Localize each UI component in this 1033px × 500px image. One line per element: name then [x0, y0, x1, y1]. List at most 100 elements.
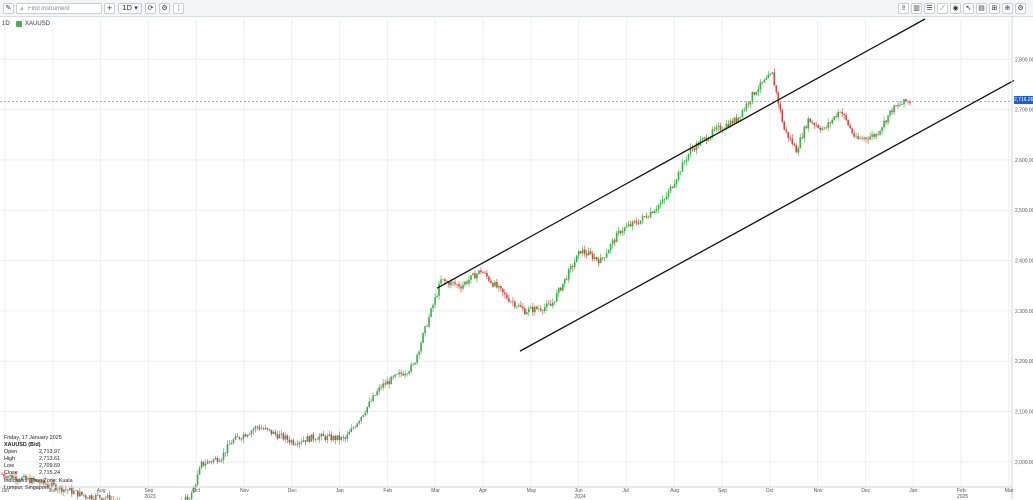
candle-up [494, 282, 496, 287]
candle-up [855, 136, 857, 137]
candle-up [316, 439, 319, 441]
chart-symbol[interactable]: XAUUSD [25, 21, 51, 27]
list-icon[interactable]: ☰ [924, 3, 935, 14]
candle-up [528, 308, 530, 313]
draw-line-icon[interactable]: ⟋ [937, 3, 948, 14]
refresh-icon[interactable]: ⟳ [145, 3, 156, 14]
candle-up [416, 354, 418, 363]
candle-down [783, 121, 786, 130]
candle-down [240, 438, 243, 440]
zoom-icon[interactable]: ⊕ [1002, 3, 1013, 14]
candle-down [579, 251, 582, 254]
candle-up [358, 420, 361, 424]
candle-up [879, 130, 881, 135]
candle-up [228, 444, 231, 445]
candle-down [91, 495, 93, 500]
y-tick-label: 2,000.00 [1015, 460, 1033, 466]
channel-lower-line [519, 79, 1015, 352]
candle-down [500, 286, 502, 289]
search-box[interactable]: ⌕ [16, 3, 102, 14]
candle-down [286, 435, 289, 440]
candle-up [631, 221, 634, 227]
candle-down [61, 486, 63, 492]
timeframe-select[interactable]: 1D ▾ [118, 3, 142, 14]
candle-down [208, 461, 211, 462]
candle-up [703, 137, 706, 139]
y-tick-label: 2,600.00 [1015, 158, 1033, 164]
candle-up [188, 498, 191, 500]
candle-down [805, 126, 808, 129]
candle-up [567, 269, 570, 280]
candle-up [557, 287, 560, 293]
candle-up [57, 489, 59, 491]
candle-down [466, 281, 468, 284]
share-icon[interactable]: ⇪ [898, 3, 909, 14]
candle-up [438, 283, 440, 296]
more-icon[interactable]: ⋮ [173, 3, 184, 14]
candle-down [779, 103, 782, 110]
candle-up [218, 461, 221, 462]
candle-up [577, 251, 580, 256]
candle-down [262, 428, 265, 430]
candle-up [555, 292, 558, 302]
candle-up [336, 435, 339, 441]
settings-icon[interactable]: ⚙ [159, 3, 170, 14]
candle-down [595, 257, 598, 260]
candle-down [400, 372, 402, 374]
candle-down [645, 216, 648, 218]
candle-down [296, 444, 299, 445]
candle-up [352, 427, 355, 429]
pencil-icon[interactable]: ✎ [3, 3, 14, 14]
candle-down [338, 435, 341, 440]
candle-up [745, 103, 748, 110]
year-label: 2024 [575, 494, 586, 500]
cursor-icon[interactable]: ↖ [963, 3, 974, 14]
candle-down [841, 112, 843, 114]
candle-up [432, 305, 434, 309]
candle-up [526, 312, 528, 315]
candle-up [220, 459, 223, 462]
candle-up [741, 110, 744, 117]
candle-up [679, 171, 682, 173]
y-tick-label: 2,400.00 [1015, 259, 1033, 265]
add-icon[interactable]: + [104, 3, 115, 14]
layout-icon[interactable]: ▥ [911, 3, 922, 14]
candle-down [753, 92, 756, 95]
candle-up [102, 498, 105, 500]
candle-up [803, 126, 806, 139]
search-input[interactable] [28, 4, 100, 13]
candle-down [65, 489, 67, 490]
candle-down [522, 306, 524, 309]
indicator-icon[interactable]: ⊞ [989, 3, 1000, 14]
chart-timeframe: 1D [2, 21, 10, 27]
candle-down [474, 273, 476, 279]
candle-up [739, 116, 742, 118]
candle-up [621, 231, 624, 233]
candle-down [480, 270, 482, 273]
x-tick-label: Sep [144, 488, 153, 494]
candle-up [611, 240, 614, 245]
candle-up [328, 434, 331, 436]
candle-up [797, 148, 800, 153]
candle-up [294, 444, 297, 445]
candle-up [326, 435, 329, 441]
chart-type-icon[interactable]: ▤ [976, 3, 987, 14]
candle-up [563, 278, 566, 284]
price-chart[interactable]: 2,800.00 2,700.00 2,600.00 2,500.00 2,400.00… [0, 17, 1033, 500]
candle-up [470, 275, 472, 280]
candle-up [695, 143, 698, 151]
candle-up [701, 138, 704, 141]
candle-up [242, 434, 245, 440]
candle-up [284, 435, 287, 440]
eye-icon[interactable]: ◉ [950, 3, 961, 14]
candle-up [478, 270, 480, 274]
candle-down [571, 266, 574, 267]
candle-down [506, 294, 508, 299]
candle-up [21, 477, 23, 481]
candle-up [655, 209, 658, 211]
gear-icon[interactable]: ⚙ [1015, 3, 1026, 14]
candle-down [402, 373, 404, 376]
candle-down [891, 110, 893, 113]
candle-down [43, 479, 45, 484]
x-tick-label: Jan [336, 488, 344, 494]
